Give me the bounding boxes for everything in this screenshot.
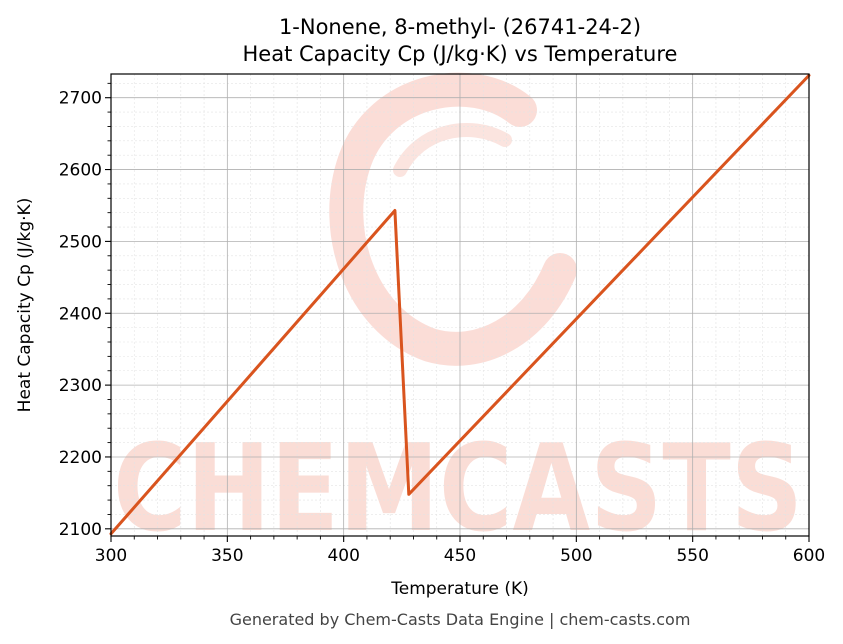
- y-tick-label: 2500: [59, 232, 102, 252]
- y-axis-label: Heat Capacity Cp (J/kg·K): [15, 198, 35, 413]
- y-tick-label: 2600: [59, 161, 102, 181]
- x-tick-label: 500: [560, 546, 592, 566]
- x-tick-label: 450: [444, 546, 476, 566]
- y-tick-label: 2100: [59, 520, 102, 540]
- y-tick-label: 2700: [59, 89, 102, 109]
- y-tick-label: 2400: [59, 304, 102, 324]
- x-tick-label: 300: [95, 546, 127, 566]
- x-tick-label: 550: [676, 546, 708, 566]
- watermark-swirl-logo: [329, 72, 577, 366]
- chart-title-line2: Heat Capacity Cp (J/kg·K) vs Temperature: [243, 42, 678, 66]
- y-tick-label: 2300: [59, 376, 102, 396]
- footer-credit: Generated by Chem-Casts Data Engine | ch…: [230, 610, 691, 629]
- x-tick-label: 350: [211, 546, 243, 566]
- watermark: CHEMCASTS: [113, 72, 803, 559]
- series-layer: [109, 73, 811, 536]
- x-tick-label: 400: [327, 546, 359, 566]
- series-line-heat-capacity: [109, 73, 811, 536]
- x-axis: 300 350 400 450 500 550 600: [95, 536, 825, 566]
- chart-title-line1: 1-Nonene, 8-methyl- (26741-24-2): [279, 15, 641, 39]
- x-tick-label: 600: [793, 546, 825, 566]
- y-axis: 2100 2200 2300 2400 2500 2600 2700: [59, 82, 111, 540]
- x-axis-label: Temperature (K): [390, 579, 529, 599]
- y-tick-label: 2200: [59, 448, 102, 468]
